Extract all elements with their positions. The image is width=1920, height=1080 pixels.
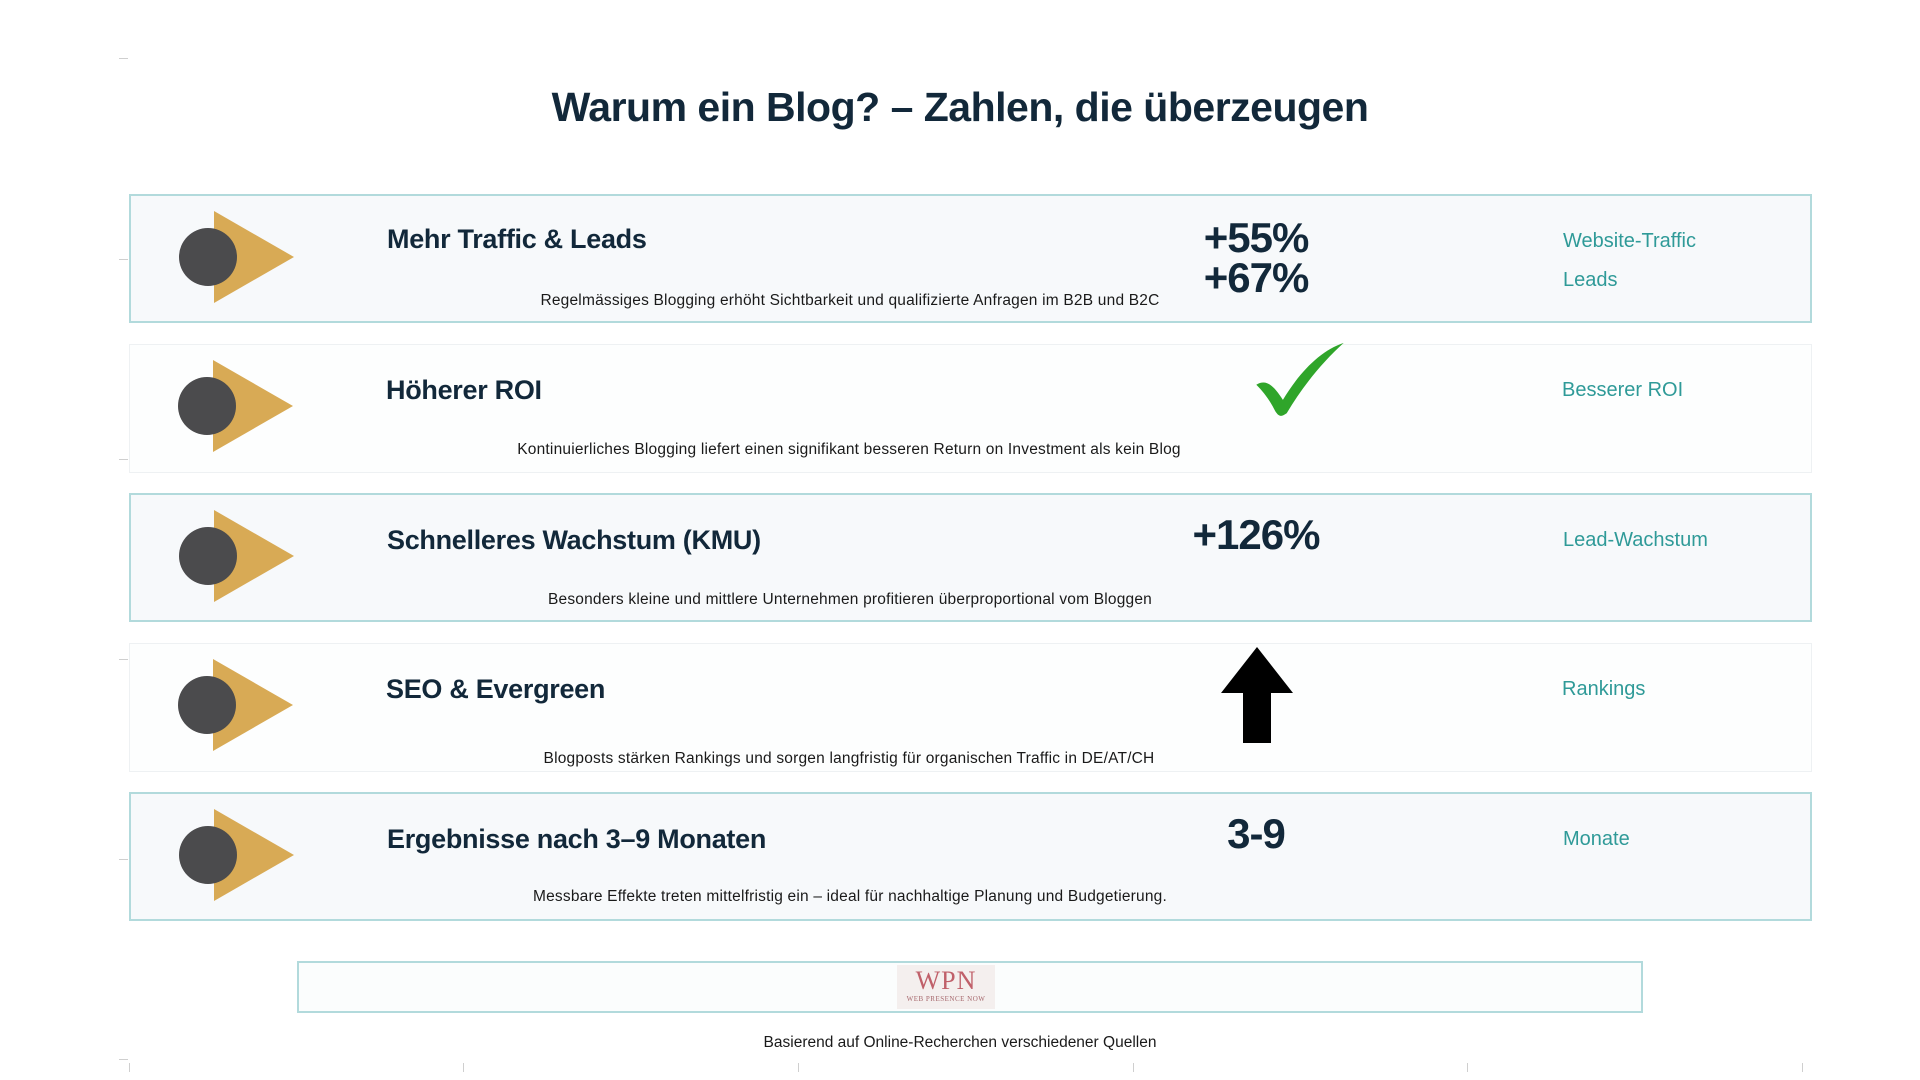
card-description: Regelmässiges Blogging erhöht Sichtbarke… [540, 292, 1160, 309]
card-stat: +55% +67% [1151, 214, 1361, 301]
checkmark-icon [1256, 342, 1344, 416]
card-description: Besonders kleine und mittlere Unternehme… [547, 591, 1152, 608]
footer-logo-box: WPN WEB PRESENCE NOW [297, 961, 1643, 1013]
footer-source-note: Basierend auf Online-Recherchen verschie… [763, 1034, 1157, 1051]
card-label: Monate [1563, 828, 1630, 850]
guide-tick [119, 659, 128, 660]
guide-tick [119, 259, 128, 260]
card-description: Messbare Effekte treten mittelfristig ei… [533, 888, 1167, 905]
card-description: Blogposts stärken Rankings und sorgen la… [543, 750, 1155, 767]
stat-value: +55% [1203, 214, 1310, 261]
wpn-logo: WPN WEB PRESENCE NOW [897, 965, 995, 1009]
card-title: Höherer ROI [386, 375, 542, 405]
card-stat: +126% [1151, 511, 1361, 558]
guide-tick [1133, 1063, 1134, 1072]
stat-value: +67% [1203, 254, 1310, 301]
card-label: Besserer ROI [1562, 379, 1684, 401]
card-roi: Höherer ROI Besserer ROI Kontinuierliche… [129, 342, 1812, 473]
page-title: Warum ein Blog? – Zahlen, die überzeugen [551, 84, 1369, 130]
guide-tick [798, 1063, 799, 1072]
play-marker-icon [179, 211, 294, 303]
guide-tick [1802, 1063, 1803, 1072]
play-marker-icon [179, 809, 294, 901]
card-seo: SEO & Evergreen Rankings Blogposts stärk… [129, 643, 1812, 772]
play-marker-icon [179, 510, 294, 602]
card-label: Rankings [1562, 678, 1646, 700]
stat-value: +126% [1192, 511, 1321, 558]
guide-tick [129, 1063, 130, 1072]
card-title: Schnelleres Wachstum (KMU) [387, 525, 761, 555]
logo-subtext: WEB PRESENCE NOW [906, 995, 986, 1003]
card-title: SEO & Evergreen [386, 674, 606, 704]
card-traffic-leads: Mehr Traffic & Leads +55% +67% Website-T… [129, 194, 1812, 323]
arrow-up-icon [1221, 647, 1293, 743]
stat-value: 3-9 [1227, 810, 1286, 857]
card-title: Mehr Traffic & Leads [387, 224, 647, 254]
guide-tick [463, 1063, 464, 1072]
logo-text: WPN [915, 966, 977, 995]
guide-tick [119, 1059, 128, 1060]
guide-tick [119, 58, 128, 59]
card-stat: 3-9 [1151, 810, 1361, 857]
card-results: Ergebnisse nach 3–9 Monaten 3-9 Monate M… [129, 792, 1812, 921]
card-description: Kontinuierliches Blogging liefert einen … [517, 441, 1181, 458]
card-label: Website-Traffic [1563, 230, 1696, 252]
guide-tick [1467, 1063, 1468, 1072]
card-label: Lead-Wachstum [1563, 529, 1708, 551]
card-label: Leads [1563, 269, 1618, 291]
card-title: Ergebnisse nach 3–9 Monaten [387, 824, 767, 854]
guide-tick [119, 459, 128, 460]
play-marker-icon [178, 659, 293, 751]
play-marker-icon [178, 360, 293, 452]
guide-tick [119, 859, 128, 860]
card-growth: Schnelleres Wachstum (KMU) +126% Lead-Wa… [129, 493, 1812, 622]
